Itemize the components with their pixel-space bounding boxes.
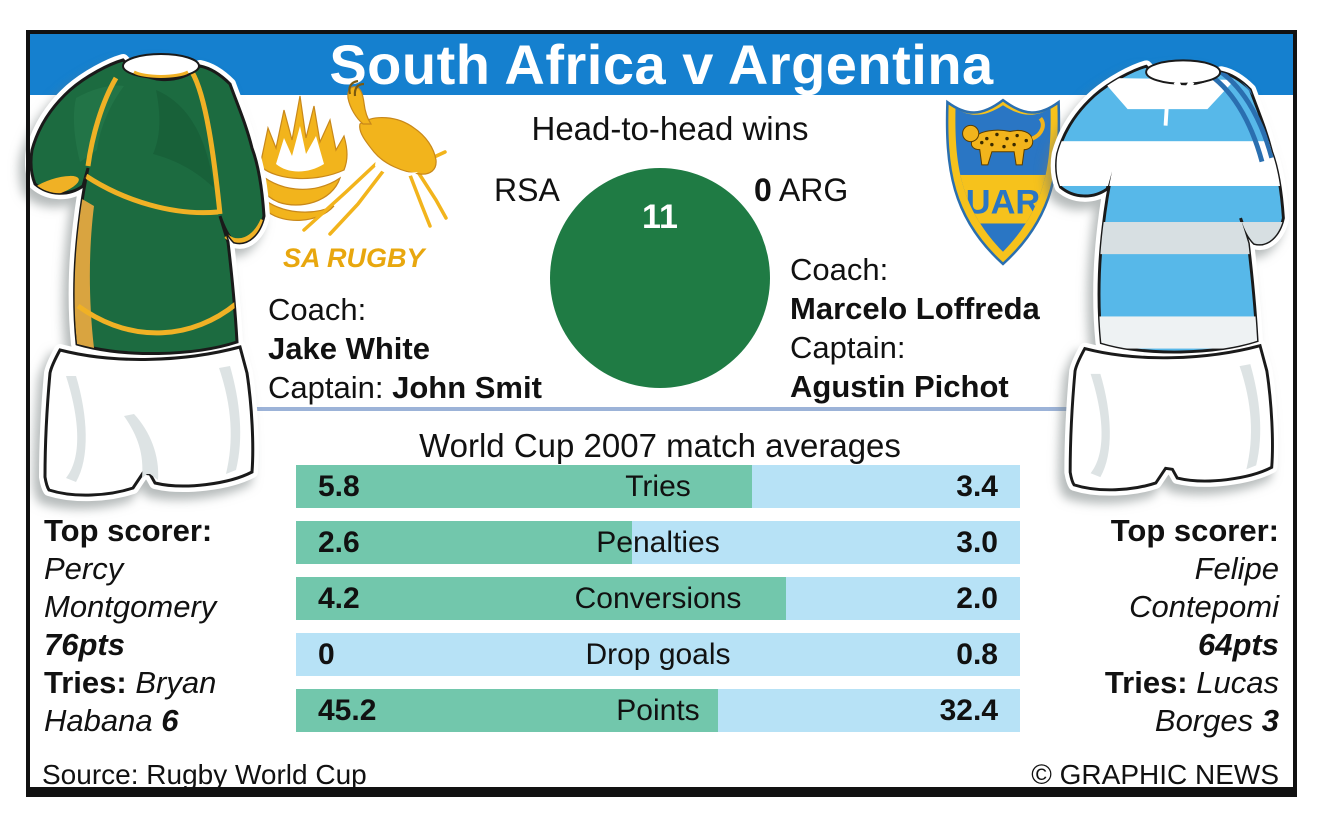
- sa-coach-block: Coach: Jake White Captain: John Smit: [268, 290, 542, 407]
- sa-tries-line2: Habana 6: [44, 702, 274, 740]
- bar-category-label: Drop goals: [585, 638, 731, 671]
- sa-tries-player1: Bryan: [135, 665, 217, 700]
- sa-rugby-wordmark: SA RUGBY: [283, 243, 425, 273]
- arg-captain-name: Agustin Pichot: [790, 369, 1009, 404]
- bar-row: 45.2 Points 32.4: [296, 689, 1020, 732]
- head-to-head-circle: 11: [550, 168, 770, 388]
- bar-value-right: 32.4: [939, 694, 998, 727]
- bar-value-left: 2.6: [318, 526, 360, 559]
- sa-scorer-label: Top scorer:: [44, 513, 213, 548]
- bar-value-right: 3.0: [956, 526, 998, 559]
- bar-left-segment: [296, 577, 787, 620]
- bar-value-left: 0: [318, 638, 335, 671]
- bar-row: 4.2 Conversions 2.0: [296, 577, 1020, 620]
- arg-scorer-label: Top scorer:: [1110, 513, 1279, 548]
- bar-row: 5.8 Tries 3.4: [296, 465, 1020, 508]
- sa-tries-count: 6: [161, 703, 179, 738]
- arg-captain-label: Captain:: [790, 330, 906, 365]
- bar-value-left: 45.2: [318, 694, 377, 727]
- rsa-wins: 11: [642, 198, 678, 236]
- arg-tries-line2: Borges 3: [1000, 702, 1279, 740]
- sa-scorer-line2: Montgomery: [44, 589, 217, 624]
- sa-coach-name: Jake White: [268, 331, 430, 366]
- bar-category-label: Conversions: [574, 582, 742, 615]
- sa-captain-line: Captain: John Smit: [268, 368, 542, 407]
- bars: 5.8 Tries 3.4 2.6 Penalties 3.0 4.2 Conversions…: [296, 465, 1020, 745]
- sa-top-scorer-block: Top scorer: Percy Montgomery 76pts Tries…: [44, 512, 274, 740]
- uar-crest-icon: UAR: [940, 86, 1066, 277]
- arg-tries-count: 3: [1261, 703, 1279, 738]
- arg-tries-player2: Borges: [1154, 703, 1254, 738]
- rsa-label: RSA: [494, 172, 560, 208]
- bar-category-label: Penalties: [596, 526, 720, 559]
- bar-value-left: 4.2: [318, 582, 360, 615]
- arg-coach-block: Coach: Marcelo Loffreda Captain: Agustin…: [790, 250, 1040, 406]
- arg-coach-label: Coach:: [790, 252, 889, 287]
- bar-category-label: Points: [616, 694, 700, 727]
- sa-captain-label: Captain:: [268, 370, 384, 405]
- sa-tries-label: Tries:: [44, 665, 127, 700]
- head-to-head-heading: Head-to-head wins: [531, 110, 809, 147]
- source-text: Source: Rugby World Cup: [42, 759, 367, 790]
- bar-left-segment: [296, 521, 633, 564]
- title-banner: [30, 34, 1293, 95]
- section-divider: [252, 407, 1078, 411]
- arg-top-scorer-block: Top scorer: Felipe Contepomi 64pts Tries…: [1000, 512, 1279, 740]
- sa-rugby-logo-icon: [248, 79, 453, 265]
- arg-tries-line1: Tries: Lucas: [1000, 664, 1279, 702]
- bar-row: 0 Drop goals 0.8: [296, 633, 1020, 676]
- south-africa-jersey: [14, 46, 279, 551]
- arg-wins: 0: [754, 172, 772, 208]
- arg-tries-player1: Lucas: [1196, 665, 1279, 700]
- arg-scorer-points: 64pts: [1198, 627, 1279, 662]
- bar-value-right: 2.0: [956, 582, 998, 615]
- bar-category-label: Tries: [625, 470, 691, 503]
- arg-label: 0 ARG: [754, 172, 848, 209]
- sa-tries-player2: Habana: [44, 703, 153, 738]
- bar-row: 2.6 Penalties 3.0: [296, 521, 1020, 564]
- bar-left-segment: [296, 689, 718, 732]
- sa-tries-line1: Tries: Bryan: [44, 664, 274, 702]
- svg-text:UAR: UAR: [966, 183, 1041, 221]
- arg-scorer-line1: Felipe: [1194, 551, 1279, 586]
- arg-team: ARG: [778, 172, 849, 208]
- sa-captain-name: John Smit: [392, 370, 542, 405]
- bar-value-left: 5.8: [318, 470, 360, 503]
- sa-coach-label: Coach:: [268, 292, 367, 327]
- arg-coach-name: Marcelo Loffreda: [790, 291, 1040, 326]
- averages-title: World Cup 2007 match averages: [419, 427, 901, 464]
- bar-left-segment: [296, 465, 753, 508]
- credit-text: © GRAPHIC NEWS: [1031, 759, 1279, 790]
- sa-scorer-line1: Percy: [44, 551, 124, 586]
- sa-scorer-points: 76pts: [44, 627, 125, 662]
- arg-tries-label: Tries:: [1104, 665, 1188, 700]
- bar-value-right: 3.4: [956, 470, 998, 503]
- bar-value-right: 0.8: [956, 638, 998, 671]
- arg-scorer-line2: Contepomi: [1129, 589, 1279, 624]
- page-title: South Africa v Argentina: [329, 33, 994, 96]
- argentina-jersey: [1040, 46, 1298, 551]
